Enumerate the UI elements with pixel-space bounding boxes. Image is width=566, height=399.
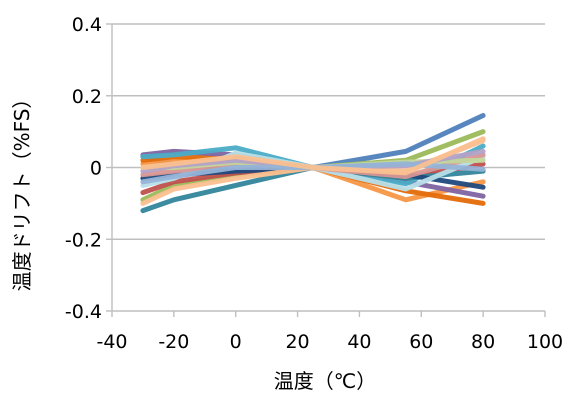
y-tick-label: 0.2	[72, 86, 102, 108]
y-tick-label: 0	[90, 158, 102, 180]
x-tick-label: -40	[96, 331, 127, 353]
tick-labels: 0.4 0.2 0 -0.2 -0.4 -40 -20 0 20 40 60 80 100	[65, 14, 563, 353]
y-axis-title: 温度ドリフト（%FS）	[10, 89, 34, 292]
x-tick-label: 0	[230, 331, 242, 353]
series-lines	[140, 113, 486, 214]
x-axis-title: 温度（℃）	[274, 369, 376, 393]
x-tick-label: 100	[527, 331, 563, 353]
x-tick-label: 20	[285, 331, 309, 353]
axes	[106, 23, 546, 317]
series-line-16	[140, 136, 486, 176]
y-tick-label: -0.4	[65, 301, 102, 323]
y-tick-label: -0.2	[65, 229, 102, 251]
x-tick-label: -20	[158, 331, 189, 353]
y-tick-label: 0.4	[72, 14, 102, 36]
x-tick-label: 80	[471, 331, 495, 353]
x-tick-label: 60	[409, 331, 433, 353]
x-tick-label: 40	[347, 331, 371, 353]
